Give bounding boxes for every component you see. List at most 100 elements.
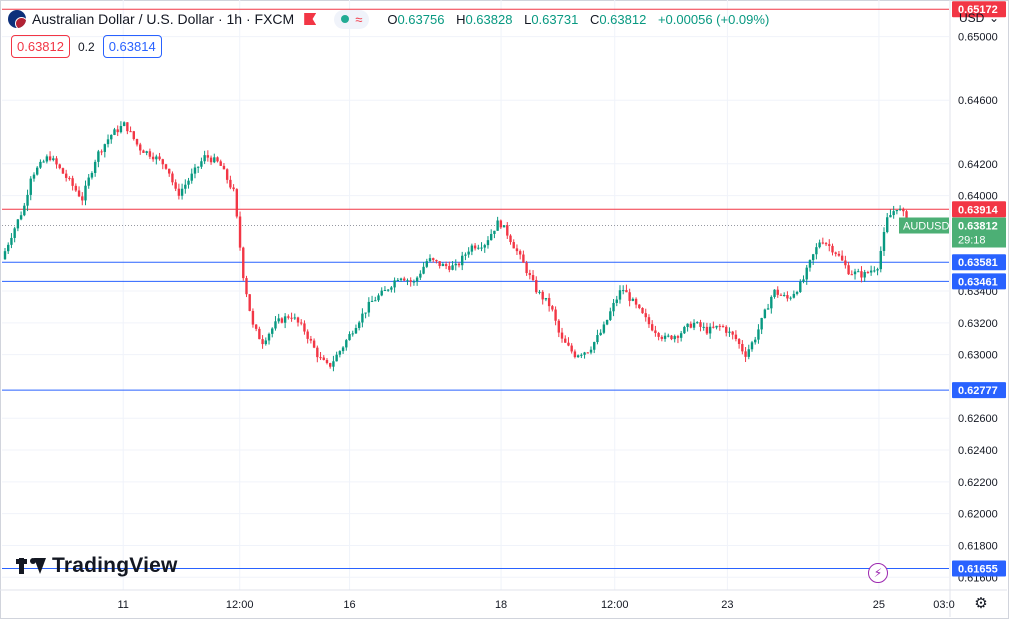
candle-body	[351, 333, 354, 335]
wave-icon: ≈	[355, 11, 363, 27]
candle-body	[290, 317, 293, 319]
candle-body	[580, 354, 583, 356]
candle-body	[737, 339, 741, 344]
candle-body	[515, 248, 519, 252]
buy-button[interactable]: 0.63814	[102, 35, 162, 58]
candle-body	[638, 304, 641, 308]
currency-selector[interactable]: USD ⌄	[953, 6, 1005, 30]
candle-body	[696, 322, 699, 324]
candle-body	[902, 208, 905, 212]
candle-body	[377, 295, 380, 301]
candle-body	[139, 144, 142, 151]
candle-body	[554, 309, 557, 321]
last-price-label-bg	[952, 217, 1006, 248]
grid-lines	[2, 0, 949, 590]
candle-body	[135, 139, 139, 145]
candle-body	[531, 275, 535, 281]
candle-body	[74, 185, 78, 191]
candle-body	[367, 301, 371, 313]
candle-body	[448, 266, 451, 270]
candle-body	[142, 150, 145, 153]
candle-body	[180, 188, 184, 196]
candle-body	[158, 156, 161, 160]
candle-body	[821, 242, 825, 244]
candle-body	[799, 281, 802, 292]
symbol-title[interactable]: Australian Dollar / U.S. Dollar · 1h · F…	[32, 11, 295, 27]
candle-body	[283, 316, 287, 323]
candle-body	[238, 216, 242, 248]
candle-body	[573, 351, 577, 358]
candle-body	[879, 250, 882, 270]
candle-body	[58, 164, 61, 169]
candle-body	[35, 167, 39, 175]
candle-body	[776, 289, 779, 295]
candle-body	[122, 122, 126, 127]
market-status[interactable]: ≈	[334, 9, 370, 29]
candle-body	[747, 349, 750, 357]
candle-body	[644, 313, 647, 318]
candle-body	[731, 331, 734, 335]
low-value: 0.63731	[531, 11, 579, 27]
candle-body	[361, 313, 364, 323]
level-label-bg	[952, 254, 1006, 271]
candle-body	[789, 297, 792, 299]
candle-body	[341, 347, 345, 352]
candle-body	[535, 280, 538, 293]
candle-body	[834, 252, 837, 254]
candle-body	[383, 290, 387, 292]
candle-body	[441, 264, 445, 267]
candle-body	[837, 253, 841, 256]
au-us-flag-icon	[8, 10, 26, 28]
tradingview-logo[interactable]: TradingView	[16, 554, 178, 578]
candle-body	[641, 307, 644, 314]
candle-body	[296, 317, 300, 323]
candle-body	[319, 357, 322, 359]
candle-body	[242, 247, 245, 279]
candle-body	[683, 326, 686, 334]
candle-body	[325, 359, 329, 364]
candle-body	[338, 351, 342, 355]
candle-body	[795, 291, 799, 294]
y-tick-label: 0.61800	[958, 540, 998, 552]
flag-icon[interactable]	[304, 13, 317, 25]
candle-body	[876, 269, 879, 271]
candle-body	[84, 185, 87, 201]
candle-body	[889, 215, 892, 218]
candle-body	[254, 324, 258, 329]
candle-body	[261, 339, 264, 345]
candle-body	[235, 189, 239, 217]
candle-body	[19, 215, 23, 220]
candle-body	[222, 165, 226, 170]
candle-body	[857, 271, 860, 273]
candle-body	[171, 173, 174, 183]
candle-body	[805, 267, 808, 280]
candle-body	[100, 151, 103, 153]
candle-body	[77, 190, 81, 197]
candle-body	[335, 354, 338, 362]
candle-body	[425, 261, 428, 267]
candle-body	[570, 345, 573, 352]
candle-body	[615, 299, 618, 303]
candle-body	[493, 230, 496, 234]
candle-body	[483, 245, 486, 248]
candle-body	[203, 155, 206, 162]
candle-body	[824, 243, 828, 245]
candle-body	[380, 290, 383, 296]
candle-body	[216, 157, 219, 162]
candle-body	[770, 296, 773, 309]
candle-body	[886, 217, 889, 233]
lightning-icon[interactable]: ⚡	[868, 563, 888, 583]
candle-body	[168, 168, 171, 174]
status-dot-icon	[341, 15, 350, 23]
candle-body	[557, 320, 561, 333]
sell-button[interactable]: 0.63812	[11, 35, 70, 58]
y-tick-label: 0.64000	[958, 191, 998, 203]
candle-body	[499, 220, 503, 228]
candle-body	[547, 297, 551, 307]
change-value: +0.00056 (+0.09%)	[657, 11, 770, 27]
tradingview-logo-icon	[16, 558, 46, 574]
candle-body	[718, 325, 721, 327]
gear-icon[interactable]: ⚙	[974, 595, 988, 612]
candle-body	[811, 254, 815, 261]
